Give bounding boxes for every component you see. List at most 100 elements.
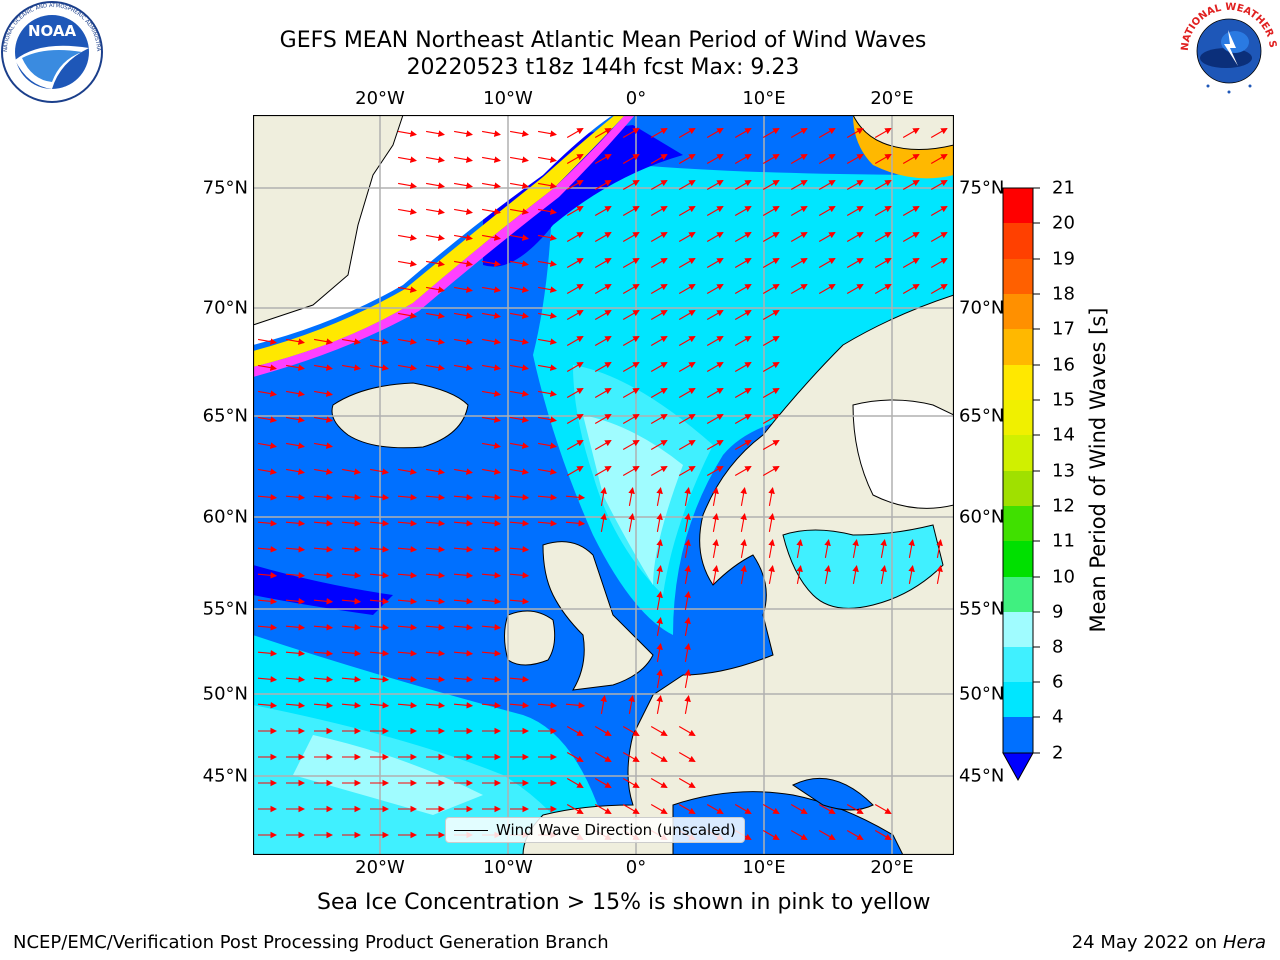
wind-wave-arrow [678,335,696,346]
wind-wave-arrow [852,539,859,558]
wind-wave-arrow [566,309,584,320]
wind-wave-arrow [257,598,278,605]
wind-wave-arrow [538,286,557,293]
wind-wave-arrow [257,702,278,709]
wind-wave-arrow [313,702,334,709]
wind-wave-arrow [678,387,696,398]
wind-wave-arrow [482,390,501,397]
wind-wave-arrow [678,413,696,424]
wind-wave-arrow [566,752,584,763]
wind-wave-arrow [656,513,663,532]
wind-wave-arrow [510,312,529,319]
wind-wave-arrow [874,257,892,268]
wind-wave-arrow [454,234,473,241]
wind-wave-arrow [790,127,808,138]
wind-wave-arrow [824,539,831,558]
wind-wave-arrow [706,257,724,268]
wind-wave-arrow [425,546,446,553]
colorbar-tick-label: 16 [1052,354,1075,376]
wind-wave-arrow [594,283,612,294]
wind-wave-arrow [285,676,306,683]
lat-tick-right-70n: 70°N [959,297,1005,319]
wind-wave-arrow [622,335,640,346]
wind-wave-arrow [537,494,558,501]
wind-wave-arrow [762,439,780,450]
wind-wave-arrow [565,494,586,501]
wind-wave-arrow [762,231,780,242]
colorbar-under-triangle [1002,752,1034,782]
lat-tick-left-45n: 45°N [202,765,248,787]
wind-wave-arrow [594,752,612,763]
wind-wave-arrow [482,234,501,241]
wind-wave-arrow [482,260,501,267]
colorbar-segment [1003,223,1033,259]
wind-wave-arrow [257,572,278,579]
wind-wave-arrow [818,153,836,164]
wind-wave-arrow [684,513,691,532]
wind-wave-arrow [481,650,502,657]
wind-wave-arrow [285,494,306,501]
wind-wave-arrow [425,650,446,657]
wind-wave-arrow [397,702,418,709]
wind-wave-arrow [398,468,417,475]
wind-wave-arrow [426,260,445,267]
wind-wave-arrow [454,338,473,345]
land-europe [522,294,954,855]
wind-wave-arrow [902,205,920,216]
wind-wave-arrow [397,520,418,527]
wind-wave-arrow [706,179,724,190]
wind-wave-arrow [482,416,501,423]
wind-wave-arrow [622,153,640,164]
wind-wave-arrow [874,127,892,138]
wind-wave-arrow [846,231,864,242]
wind-wave-arrow [796,565,803,584]
wind-wave-arrow [706,413,724,424]
wind-wave-arrow [426,338,445,345]
wind-wave-arrow [426,156,445,163]
wind-wave-arrow [257,494,278,501]
wind-wave-arrow [481,572,502,579]
wind-wave-arrow [790,804,808,815]
wind-wave-arrow [482,364,501,371]
wind-wave-arrow [818,127,836,138]
wind-wave-arrow [622,127,640,138]
wind-wave-arrow [768,487,775,506]
wind-wave-arrow [706,804,724,815]
wind-wave-arrow [454,182,473,189]
wind-wave-arrows [257,127,948,841]
wind-wave-arrow [734,335,752,346]
generation-date: 24 May 2022 on Hera [1072,932,1266,953]
wind-wave-arrow [510,468,529,475]
wind-wave-arrow [257,676,278,683]
colorbar-tick-label: 4 [1052,706,1064,728]
map-legend: Wind Wave Direction (unscaled) [445,817,745,843]
wind-wave-arrow [566,778,584,789]
wind-wave-arrow [650,283,668,294]
wind-wave-arrow [650,179,668,190]
wind-wave-arrow [565,702,586,709]
wind-wave-arrow [510,286,529,293]
wind-wave-arrow [762,205,780,216]
wind-wave-arrow [902,127,920,138]
wind-wave-arrow [650,257,668,268]
wind-wave-arrow [762,127,780,138]
wind-wave-arrow [454,208,473,215]
wind-wave-arrow [370,338,389,345]
generation-date-text: 24 May 2022 on [1071,932,1218,953]
colorbar-title: Mean Period of Wind Waves [s] [1086,307,1110,633]
wind-wave-arrow [846,127,864,138]
wind-wave-arrow [370,364,389,371]
colorbar-tick-label: 18 [1052,283,1075,305]
wind-wave-arrow [510,260,529,267]
lat-tick-right-50n: 50°N [959,683,1005,705]
wind-wave-arrow [880,565,887,584]
wind-wave-arrow [426,364,445,371]
wind-wave-arrow [712,487,719,506]
colorbar-segment [1003,400,1033,435]
wind-wave-arrow [313,572,334,579]
wind-wave-arrow [852,565,859,584]
wind-wave-arrow [594,335,612,346]
zone-8-9 [293,735,483,815]
wind-wave-arrow [369,676,390,683]
wind-wave-arrow [818,205,836,216]
